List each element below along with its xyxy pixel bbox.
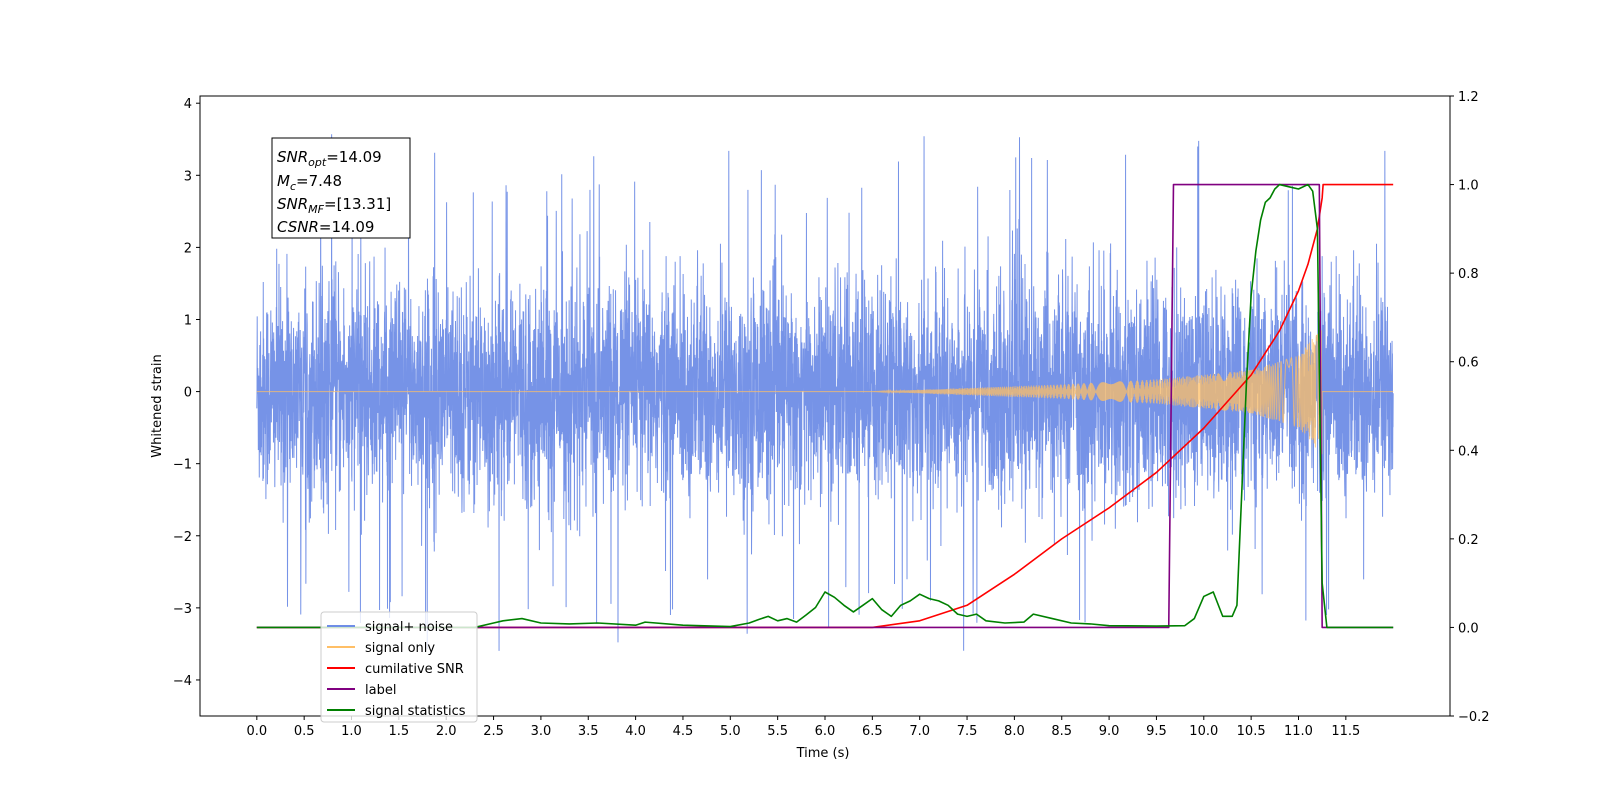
x-tick-label: 0.5 — [294, 724, 315, 739]
stats-mc-value: =7.48 — [296, 172, 342, 190]
x-tick-label: 10.5 — [1237, 724, 1266, 739]
x-tick-label: 5.5 — [767, 724, 788, 739]
y-right-tick-label: 1.0 — [1458, 179, 1479, 194]
y-left-tick-label: 1 — [184, 313, 192, 328]
x-tick-label: 11.5 — [1331, 724, 1360, 739]
stats-csnr-value: =14.09 — [319, 218, 375, 236]
stats-csnr-base: CSNR — [277, 218, 319, 236]
x-tick-label: 9.5 — [1146, 724, 1167, 739]
x-tick-label: 2.5 — [483, 724, 504, 739]
x-tick-label: 0.0 — [246, 724, 267, 739]
stats-snr-opt-value: =14.09 — [326, 148, 382, 166]
y-left-tick-label: 4 — [184, 97, 192, 112]
x-axis-ticks: 0.0 0.5 1.0 1.5 2.0 2.5 3.0 3.5 4.0 4.5 5.0 5.5 6.0 6… — [246, 716, 1360, 739]
stats-mc: Mc=7.48 — [277, 172, 342, 193]
x-axis-label: Time (s) — [796, 746, 850, 761]
stats-csnr: CSNR=14.09 — [277, 218, 374, 236]
stats-snr-opt-base: SNR — [277, 148, 308, 166]
y-axis-left-ticks: −4 −3 −2 −1 0 1 2 3 4 — [173, 97, 200, 689]
y-right-tick-label: 0.2 — [1458, 533, 1479, 548]
x-tick-label: 7.5 — [957, 724, 978, 739]
x-tick-label: 2.0 — [436, 724, 457, 739]
y-right-tick-label: 0.4 — [1458, 444, 1479, 459]
y-right-tick-label: 0.0 — [1458, 621, 1479, 636]
x-tick-label: 9.0 — [1099, 724, 1120, 739]
legend-item-label: label — [365, 683, 396, 698]
stats-box: SNRopt=14.09 Mc=7.48 SNRMF=[13.31] CSNR=… — [271, 137, 411, 239]
x-tick-label: 3.0 — [531, 724, 552, 739]
stats-box-frame — [271, 137, 411, 239]
y-left-tick-label: −2 — [173, 530, 192, 545]
stats-snr-opt: SNRopt=14.09 — [277, 148, 382, 169]
x-tick-label: 7.0 — [909, 724, 930, 739]
stats-mc-base: M — [277, 172, 290, 190]
y-left-tick-label: −4 — [173, 674, 192, 689]
x-tick-label: 4.5 — [673, 724, 694, 739]
x-tick-label: 11.0 — [1284, 724, 1313, 739]
stats-snr-mf-sub: MF — [308, 203, 324, 216]
stats-mc-sub: c — [290, 180, 296, 193]
legend-item-label: signal only — [365, 641, 435, 656]
stats-snr-mf-value: =[13.31] — [324, 195, 391, 213]
y-axis-label: Whitened strain — [150, 354, 165, 457]
y-axis-right-ticks: −0.2 0.0 0.2 0.4 0.6 0.8 1.0 1.2 — [1450, 90, 1490, 725]
x-tick-label: 8.0 — [1004, 724, 1025, 739]
legend-item-label: signal+ noise — [365, 620, 453, 635]
y-left-tick-label: −1 — [173, 458, 192, 473]
x-tick-label: 5.0 — [720, 724, 741, 739]
y-right-tick-label: 1.2 — [1458, 90, 1479, 105]
y-right-tick-label: 0.8 — [1458, 267, 1479, 282]
series-layer — [256, 134, 1394, 651]
x-tick-label: 6.5 — [862, 724, 883, 739]
stats-snr-opt-sub: opt — [308, 156, 327, 169]
legend-item-label: cumilative SNR — [365, 662, 464, 677]
series-signal-plus-noise — [256, 134, 1394, 651]
y-left-tick-label: 2 — [184, 241, 192, 256]
plot-area — [256, 134, 1394, 651]
x-tick-label: 10.0 — [1189, 724, 1218, 739]
legend-frame — [320, 611, 478, 723]
x-tick-label: 3.5 — [578, 724, 599, 739]
legend-item-label: signal statistics — [365, 704, 466, 719]
x-tick-label: 1.5 — [389, 724, 410, 739]
y-right-tick-label: 0.6 — [1458, 356, 1479, 371]
series-signal-statistics — [256, 183, 1394, 629]
x-tick-label: 8.5 — [1051, 724, 1072, 739]
stats-snr-mf-base: SNR — [277, 195, 308, 213]
legend: signal+ noise signal only cumilative SNR la… — [320, 611, 478, 723]
y-right-tick-label: −0.2 — [1458, 710, 1490, 725]
y-left-tick-label: 0 — [184, 386, 192, 401]
stats-snr-mf: SNRMF=[13.31] — [277, 195, 391, 216]
series-signal-only — [256, 329, 1394, 455]
y-left-tick-label: −3 — [173, 602, 192, 617]
y-left-tick-label: 3 — [184, 169, 192, 184]
x-tick-label: 6.0 — [815, 724, 836, 739]
x-tick-label: 4.0 — [625, 724, 646, 739]
x-tick-label: 1.0 — [341, 724, 362, 739]
